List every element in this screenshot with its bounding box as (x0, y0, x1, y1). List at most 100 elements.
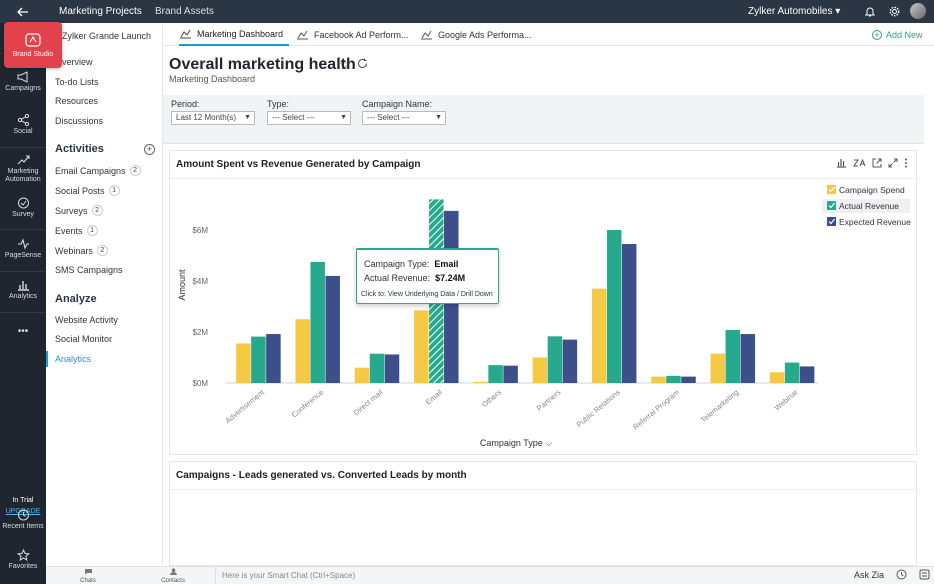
nav-email-campaigns[interactable]: Email Campaigns 2 (55, 165, 141, 176)
nav-overview[interactable]: Overview (55, 57, 93, 67)
bar-referral-program-actual-revenue[interactable] (666, 375, 681, 383)
x-axis-label[interactable]: Campaign Type ⌵ (480, 438, 552, 448)
bar-others-expected-revenue[interactable] (503, 365, 518, 383)
bar-partners-expected-revenue[interactable] (562, 339, 578, 383)
chart-title: Amount Spent vs Revenue Generated by Cam… (176, 159, 421, 170)
expand-icon[interactable] (888, 158, 898, 168)
nav-social-monitor[interactable]: Social Monitor (55, 334, 113, 344)
settings-sliders-icon[interactable] (919, 569, 930, 583)
bar-direct-mail-campaign-spend[interactable] (354, 367, 370, 383)
legend-checkbox[interactable] (827, 217, 836, 226)
rail-item-recent-items[interactable]: Recent Items (0, 509, 46, 531)
share-icon (17, 114, 29, 126)
org-switcher[interactable]: Zylker Automobiles ▾ (748, 0, 840, 23)
tab-marketing-dashboard[interactable]: Marketing Dashboard (179, 23, 290, 46)
bar-advertisement-actual-revenue[interactable] (251, 336, 266, 383)
bar-telemarketing-actual-revenue[interactable] (725, 329, 741, 383)
chart-type-icon[interactable] (853, 158, 866, 168)
bar-conference-campaign-spend[interactable] (295, 319, 310, 383)
campaign-name-select[interactable]: --- Select --- ▼ (362, 111, 446, 125)
legend-checkbox[interactable] (827, 201, 836, 210)
more-vertical-icon[interactable] (904, 158, 908, 168)
rail-item-analytics[interactable]: Analytics (0, 279, 46, 301)
bar-public-relations-expected-revenue[interactable] (621, 244, 637, 383)
bar-conference-expected-revenue[interactable] (325, 275, 340, 383)
nav-analytics[interactable]: Analytics (55, 354, 92, 364)
x-tick-label: Telemarketing (699, 388, 741, 425)
nav-sms-campaigns[interactable]: SMS Campaigns (55, 265, 123, 275)
add-new-button[interactable]: + Add New (872, 23, 923, 46)
rail-item-social[interactable]: Social (0, 114, 46, 136)
nav-resources[interactable]: Resources (55, 96, 99, 106)
clock-icon[interactable] (896, 569, 907, 583)
bar-others-campaign-spend[interactable] (473, 381, 488, 383)
nav-events[interactable]: Events 1 (55, 225, 98, 236)
project-name[interactable]: Zylker Grande Launch (62, 31, 152, 41)
refresh-icon[interactable] (357, 58, 368, 72)
contacts-button[interactable]: Contacts (153, 568, 193, 584)
rail-item-campaigns[interactable]: Campaigns (0, 71, 46, 93)
bar-email-campaign-spend[interactable] (414, 310, 429, 383)
legend-label[interactable]: Campaign Spend (839, 185, 905, 195)
rail-item-marketing-automation[interactable]: Marketing Automation (0, 154, 46, 184)
chats-button[interactable]: Chats (68, 568, 108, 584)
open-external-icon[interactable] (872, 158, 882, 168)
legend-label[interactable]: Expected Revenue (839, 217, 911, 227)
bar-direct-mail-actual-revenue[interactable] (369, 353, 385, 383)
legend-hover-bg (822, 199, 910, 213)
nav-todo-lists[interactable]: To-do Lists (55, 77, 99, 87)
project-sidebar: Zylker Grande Launch Overview To-do List… (46, 23, 163, 584)
avatar[interactable] (910, 3, 926, 19)
favorite-star-icon[interactable]: ☆ (339, 57, 351, 72)
bar-advertisement-campaign-spend[interactable] (236, 343, 251, 383)
tab-google-ads-performance[interactable]: Google Ads Performa... (420, 23, 532, 46)
history-icon (17, 509, 29, 521)
nav-discussions[interactable]: Discussions (55, 116, 104, 126)
bar-partners-campaign-spend[interactable] (532, 357, 548, 384)
rail-item-survey[interactable]: Survey (0, 197, 46, 219)
rail-item-pagesense[interactable]: PageSense (0, 238, 46, 260)
legend-label[interactable]: Actual Revenue (839, 201, 899, 211)
add-activity-button[interactable]: + (144, 144, 155, 155)
bar-advertisement-expected-revenue[interactable] (266, 334, 281, 383)
legend-checkbox[interactable] (827, 185, 836, 194)
bar-direct-mail-expected-revenue[interactable] (384, 354, 400, 383)
nav-website-activity[interactable]: Website Activity (55, 315, 118, 325)
nav-surveys[interactable]: Surveys 2 (55, 205, 103, 216)
tab-facebook-ad-performance[interactable]: Facebook Ad Perform... (296, 23, 409, 46)
bar-public-relations-actual-revenue[interactable] (606, 230, 622, 383)
nav-webinars[interactable]: Webinars 2 (55, 245, 108, 256)
smart-chat-input[interactable]: Here is your Smart Chat (Ctrl+Space) (215, 567, 845, 584)
brand-studio-button[interactable]: Brand Studio (4, 22, 62, 68)
ask-zia-button[interactable]: Ask Zia (854, 570, 885, 580)
bar-referral-program-campaign-spend[interactable] (651, 376, 666, 383)
back-arrow-icon[interactable] (0, 0, 46, 23)
chat-bubble-icon (84, 569, 92, 575)
bar-chart-icon[interactable] (836, 158, 847, 168)
chart-card-leads: Campaigns - Leads generated vs. Converte… (169, 461, 918, 566)
bar-partners-actual-revenue[interactable] (547, 336, 563, 383)
bar-webinar-campaign-spend[interactable] (769, 372, 785, 383)
chart-line-icon (297, 30, 308, 39)
bar-referral-program-expected-revenue[interactable] (681, 376, 696, 383)
bar-telemarketing-expected-revenue[interactable] (740, 334, 756, 383)
gear-icon[interactable] (885, 0, 903, 23)
tab-brand-assets[interactable]: Brand Assets (155, 6, 214, 17)
rail-item-favorites[interactable]: Favorites (0, 549, 46, 571)
bar-conference-actual-revenue[interactable] (310, 261, 325, 383)
bar-public-relations-campaign-spend[interactable] (591, 288, 607, 383)
period-select[interactable]: Last 12 Month(s) ▼ (171, 111, 255, 125)
more-icon[interactable]: ••• (17, 326, 29, 337)
upgrade-link[interactable]: UPGRADE (5, 508, 41, 515)
bar-webinar-actual-revenue[interactable] (784, 362, 800, 383)
nav-social-posts[interactable]: Social Posts 1 (55, 185, 120, 196)
bar-others-actual-revenue[interactable] (488, 365, 503, 383)
tab-marketing-projects[interactable]: Marketing Projects (59, 6, 142, 17)
y-tick-label: $4M (192, 277, 208, 286)
check-icon (828, 186, 835, 193)
bar-webinar-expected-revenue[interactable] (799, 366, 815, 383)
bar-telemarketing-campaign-spend[interactable] (710, 353, 726, 383)
bell-icon[interactable] (861, 0, 879, 23)
type-select[interactable]: --- Select --- ▼ (267, 111, 351, 125)
tooltip-hint[interactable]: Click to: View Underlying Data / Drill D… (361, 291, 493, 298)
